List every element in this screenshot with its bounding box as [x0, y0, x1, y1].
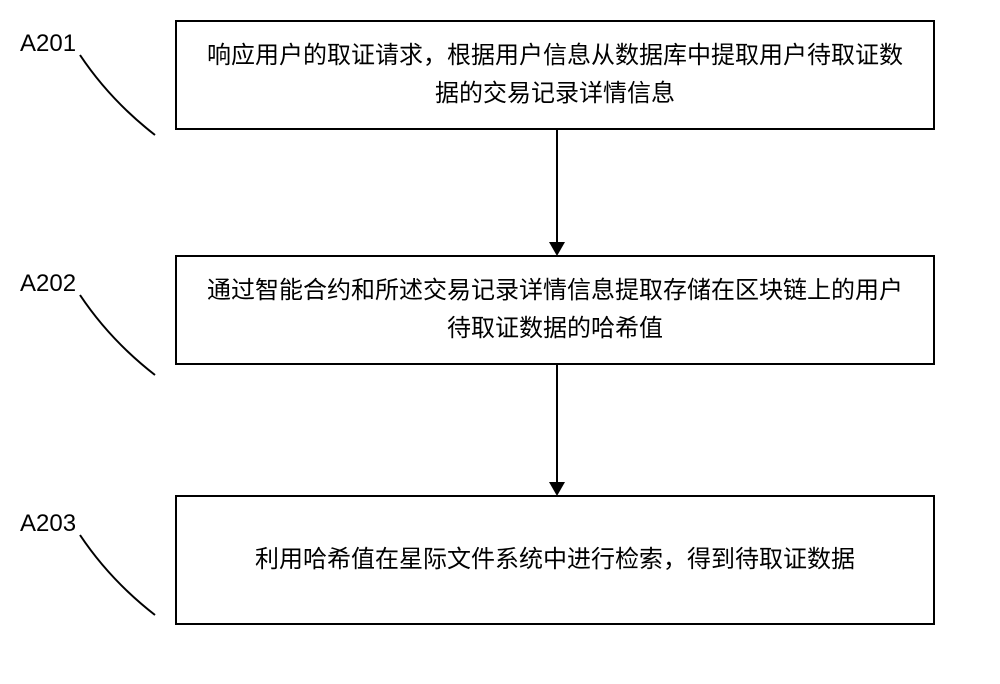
- arrow-head-1: [549, 242, 565, 256]
- flow-box-2-text: 通过智能合约和所述交易记录详情信息提取存储在区块链上的用户待取证数据的哈希值: [197, 272, 913, 349]
- connector-curve-1: [0, 0, 200, 200]
- connector-curve-2: [0, 240, 200, 440]
- flow-box-3: 利用哈希值在星际文件系统中进行检索，得到待取证数据: [175, 495, 935, 625]
- flow-box-1-text: 响应用户的取证请求，根据用户信息从数据库中提取用户待取证数据的交易记录详情信息: [197, 37, 913, 114]
- arrow-line-1: [556, 130, 558, 242]
- flow-box-3-text: 利用哈希值在星际文件系统中进行检索，得到待取证数据: [255, 541, 855, 579]
- flow-box-1: 响应用户的取证请求，根据用户信息从数据库中提取用户待取证数据的交易记录详情信息: [175, 20, 935, 130]
- flow-box-2: 通过智能合约和所述交易记录详情信息提取存储在区块链上的用户待取证数据的哈希值: [175, 255, 935, 365]
- arrow-head-2: [549, 482, 565, 496]
- connector-curve-3: [0, 480, 200, 680]
- arrow-line-2: [556, 365, 558, 482]
